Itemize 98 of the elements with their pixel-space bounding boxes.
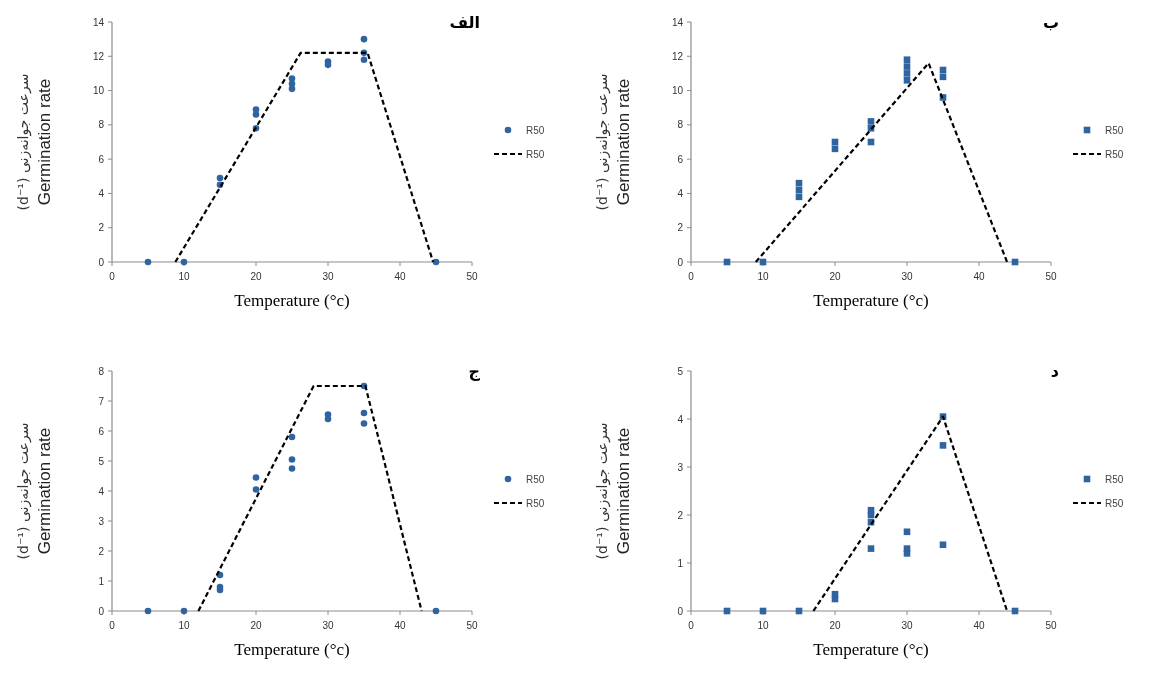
legend-label: R50 xyxy=(1105,473,1124,485)
x-tick-label: 10 xyxy=(757,620,769,631)
point xyxy=(288,75,296,82)
legend-label: R50 xyxy=(526,473,545,485)
x-tick-label: 30 xyxy=(322,620,334,631)
x-tick-label: 50 xyxy=(1045,620,1057,631)
x-tick-label: 40 xyxy=(973,620,985,631)
x-tick-label: 40 xyxy=(394,620,406,631)
y-tick-label: 2 xyxy=(677,222,684,234)
point xyxy=(288,433,296,441)
x-tick-label: 40 xyxy=(394,271,406,282)
point xyxy=(252,106,260,113)
point xyxy=(939,541,947,549)
point xyxy=(903,56,911,64)
x-tick-label: 30 xyxy=(901,620,913,631)
x-tick-label: 0 xyxy=(688,271,695,282)
point xyxy=(432,607,440,615)
y-tick-label: 0 xyxy=(677,605,684,617)
y-tick-label: 3 xyxy=(98,515,105,527)
x-tick-label: 0 xyxy=(109,271,116,282)
point xyxy=(360,56,368,64)
x-axis-title: Temperature (°c) xyxy=(234,291,350,310)
point xyxy=(903,545,911,552)
point xyxy=(903,76,911,84)
point xyxy=(831,590,839,598)
x-tick-label: 50 xyxy=(466,620,478,631)
point xyxy=(288,456,296,463)
y-tick-label: 8 xyxy=(98,119,105,131)
y-tick-label: 5 xyxy=(677,365,684,377)
point xyxy=(324,411,332,418)
y-tick-label: 8 xyxy=(677,119,684,131)
y-tick-label: 5 xyxy=(98,455,105,467)
point xyxy=(867,506,875,514)
y-tick-label: 1 xyxy=(98,575,105,587)
legend-label: R50 xyxy=(1105,497,1124,509)
x-tick-label: 10 xyxy=(178,271,190,282)
point xyxy=(360,420,368,427)
y-tick-label: 6 xyxy=(677,153,684,165)
point xyxy=(903,63,911,70)
x-tick-label: 30 xyxy=(322,271,334,282)
point xyxy=(360,35,368,43)
y-tick-label: 2 xyxy=(677,509,684,521)
y-tick-label: 0 xyxy=(98,256,105,268)
y-tick-label: 8 xyxy=(98,365,105,377)
point xyxy=(939,442,947,449)
y-tick-label: 6 xyxy=(98,425,105,437)
y-tick-label: 6 xyxy=(98,153,105,165)
y-tick-label: 12 xyxy=(92,50,105,62)
y-tick-label: 12 xyxy=(671,50,684,62)
chart-title: ج xyxy=(468,362,481,381)
chart-title: د xyxy=(1050,362,1059,381)
point xyxy=(903,70,911,77)
x-tick-label: 40 xyxy=(973,271,985,282)
point xyxy=(144,258,152,266)
y-tick-label: 0 xyxy=(98,605,105,617)
y-tick-label: 4 xyxy=(98,187,105,199)
chart-title: الف xyxy=(449,13,480,32)
y-tick-label: 4 xyxy=(98,485,105,497)
legend-label: R50 xyxy=(526,497,545,509)
x-tick-label: 20 xyxy=(250,620,262,631)
point xyxy=(252,474,260,481)
point xyxy=(867,118,875,125)
y-tick-label: 0 xyxy=(677,256,684,268)
point xyxy=(867,545,875,552)
legend-label: R50 xyxy=(526,124,545,136)
x-tick-label: 50 xyxy=(1045,271,1057,282)
x-axis-title: Temperature (°c) xyxy=(234,640,350,659)
y-tick-label: 14 xyxy=(671,16,684,28)
y-tick-label: 10 xyxy=(92,85,105,97)
point xyxy=(252,486,260,493)
y-tick-label: 2 xyxy=(98,545,105,557)
point xyxy=(144,607,152,615)
point xyxy=(360,409,368,417)
y-tick-label: 7 xyxy=(98,395,105,407)
y-tick-label: 2 xyxy=(98,222,105,234)
chart-title: ب xyxy=(1042,13,1059,32)
legend-label: R50 xyxy=(526,148,545,160)
x-axis-title: Temperature (°c) xyxy=(813,291,929,310)
x-tick-label: 20 xyxy=(250,271,262,282)
legend-label: R50 xyxy=(1105,148,1124,160)
x-tick-label: 50 xyxy=(466,271,478,282)
y-tick-label: 10 xyxy=(671,85,684,97)
y-tick-label: 3 xyxy=(677,461,684,473)
x-tick-label: 30 xyxy=(901,271,913,282)
y-tick-label: 4 xyxy=(677,187,684,199)
y-tick-label: 4 xyxy=(677,413,684,425)
x-axis-title: Temperature (°c) xyxy=(813,640,929,659)
x-tick-label: 0 xyxy=(688,620,695,631)
point xyxy=(288,465,296,472)
x-tick-label: 20 xyxy=(829,620,841,631)
y-tick-label: 1 xyxy=(677,557,684,569)
point xyxy=(216,174,224,182)
x-tick-label: 20 xyxy=(829,271,841,282)
y-tick-label: 14 xyxy=(92,16,105,28)
legend-label: R50 xyxy=(1105,124,1124,136)
x-tick-label: 10 xyxy=(757,271,769,282)
x-tick-label: 10 xyxy=(178,620,190,631)
x-tick-label: 0 xyxy=(109,620,116,631)
